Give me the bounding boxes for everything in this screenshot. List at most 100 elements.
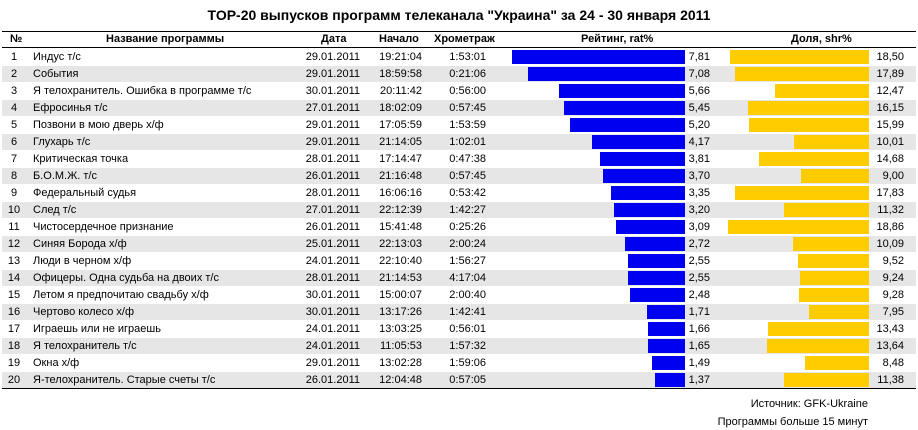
duration: 0:21:06: [449, 68, 486, 80]
share-value: 11,32: [877, 204, 904, 216]
header-duration: Хрометраж: [434, 33, 495, 45]
start-time: 17:05:59: [379, 119, 422, 131]
program-name: Б.О.М.Ж. т/с: [33, 170, 97, 182]
program-name: Люди в черном х/ф: [33, 255, 132, 267]
table-row: 20 Я-телохранитель. Старые счеты т/с 26.01…: [2, 372, 916, 388]
duration: 1:42:27: [449, 204, 486, 216]
rating-bar: [628, 271, 685, 285]
table-row: 15 Летом я предпочитаю свадьбу х/ф 30.01.2…: [2, 287, 916, 303]
share-bar: [805, 356, 869, 370]
air-date: 25.01.2011: [305, 238, 360, 250]
rating-bar: [592, 135, 685, 149]
rating-bar: [630, 288, 685, 302]
share-value: 10,01: [876, 136, 904, 148]
program-name: Я телохранитель т/с: [33, 340, 137, 352]
share-bar: [767, 339, 869, 353]
table-row: 9 Федеральный судья 28.01.2011 16:06:16 0:53…: [2, 185, 916, 201]
program-name: Федеральный судья: [33, 187, 137, 199]
row-number: 14: [7, 272, 21, 284]
row-number: 4: [10, 102, 18, 114]
header-num: №: [10, 33, 23, 45]
rating-bar: [648, 339, 685, 353]
header-rating: Рейтинг, rat%: [581, 33, 654, 45]
rating-value: 1,37: [688, 374, 710, 386]
rating-value: 3,35: [688, 187, 710, 199]
air-date: 26.01.2011: [305, 374, 360, 386]
air-date: 29.01.2011: [305, 357, 360, 369]
rating-bar: [512, 50, 685, 64]
row-number: 10: [7, 204, 21, 216]
rating-bar: [616, 220, 685, 234]
row-number: 19: [7, 357, 21, 369]
share-value: 18,50: [876, 51, 904, 63]
start-time: 15:00:07: [379, 289, 422, 301]
share-value: 9,00: [882, 170, 904, 182]
rating-value: 3,09: [688, 221, 710, 233]
rating-value: 1,65: [688, 340, 710, 352]
start-time: 13:02:28: [379, 357, 422, 369]
share-bar: [735, 186, 869, 200]
air-date: 29.01.2011: [305, 51, 360, 63]
header-bottom-rule: [2, 47, 916, 48]
table-row: 2 События 29.01.2011 18:59:58 0:21:06 7,08 17,…: [2, 66, 916, 82]
start-time: 21:16:48: [379, 170, 422, 182]
share-value: 17,89: [876, 68, 904, 80]
row-number: 1: [10, 51, 18, 63]
rating-value: 3,20: [688, 204, 710, 216]
air-date: 27.01.2011: [305, 102, 360, 114]
share-value: 13,43: [876, 323, 904, 335]
share-bar: [749, 118, 869, 132]
program-name: Глухарь т/с: [33, 136, 91, 148]
rating-bar: [564, 101, 685, 115]
duration: 0:56:00: [449, 85, 486, 97]
table-row: 12 Синяя Борода х/ф 25.01.2011 22:13:03 2:00…: [2, 236, 916, 252]
start-time: 19:21:04: [379, 51, 422, 63]
rating-value: 7,08: [688, 68, 710, 80]
rating-value: 3,81: [688, 153, 710, 165]
share-bar: [730, 50, 869, 64]
start-time: 20:11:42: [379, 85, 422, 97]
table-row: 19 Окна х/ф 29.01.2011 13:02:28 1:59:06 1,49 8…: [2, 355, 916, 371]
start-time: 17:14:47: [379, 153, 422, 165]
rating-bar: [614, 203, 685, 217]
air-date: 29.01.2011: [305, 136, 360, 148]
share-bar: [799, 288, 869, 302]
rating-value: 1,49: [688, 357, 710, 369]
share-value: 9,28: [882, 289, 904, 301]
header-top-rule: [2, 31, 916, 32]
rating-value: 5,66: [688, 85, 710, 97]
start-time: 22:13:03: [379, 238, 422, 250]
duration: 2:00:40: [449, 289, 486, 301]
program-name: Офицеры. Одна судьба на двоих т/с: [33, 272, 219, 284]
rating-bar: [647, 305, 685, 319]
row-number: 9: [10, 187, 18, 199]
program-name: Синяя Борода х/ф: [33, 238, 127, 250]
duration: 0:57:45: [449, 102, 486, 114]
duration: 1:53:01: [449, 51, 486, 63]
duration: 1:42:41: [449, 306, 486, 318]
air-date: 24.01.2011: [305, 340, 360, 352]
air-date: 29.01.2011: [305, 119, 360, 131]
rating-value: 3,70: [688, 170, 710, 182]
air-date: 28.01.2011: [305, 187, 360, 199]
duration: 0:57:05: [449, 374, 486, 386]
air-date: 28.01.2011: [305, 153, 360, 165]
share-value: 10,09: [876, 238, 904, 250]
row-number: 16: [7, 306, 21, 318]
duration: 4:17:04: [449, 272, 486, 284]
row-number: 13: [7, 255, 21, 267]
table-row: 4 Ефросинья т/с 27.01.2011 18:02:09 0:57:45 5…: [2, 100, 916, 116]
air-date: 26.01.2011: [305, 170, 360, 182]
share-bar: [784, 373, 869, 387]
start-time: 11:05:53: [379, 340, 422, 352]
share-value: 16,15: [876, 102, 904, 114]
row-number: 5: [10, 119, 18, 131]
share-value: 12,47: [876, 85, 904, 97]
share-bar: [759, 152, 869, 166]
source-note: Источник: GFK-Ukraine: [750, 398, 868, 410]
rating-value: 2,55: [688, 272, 710, 284]
table-row: 5 Позвони в мою дверь х/ф 29.01.2011 17:05:…: [2, 117, 916, 133]
air-date: 30.01.2011: [305, 289, 360, 301]
share-bar: [748, 101, 869, 115]
header-date: Дата: [321, 33, 347, 45]
